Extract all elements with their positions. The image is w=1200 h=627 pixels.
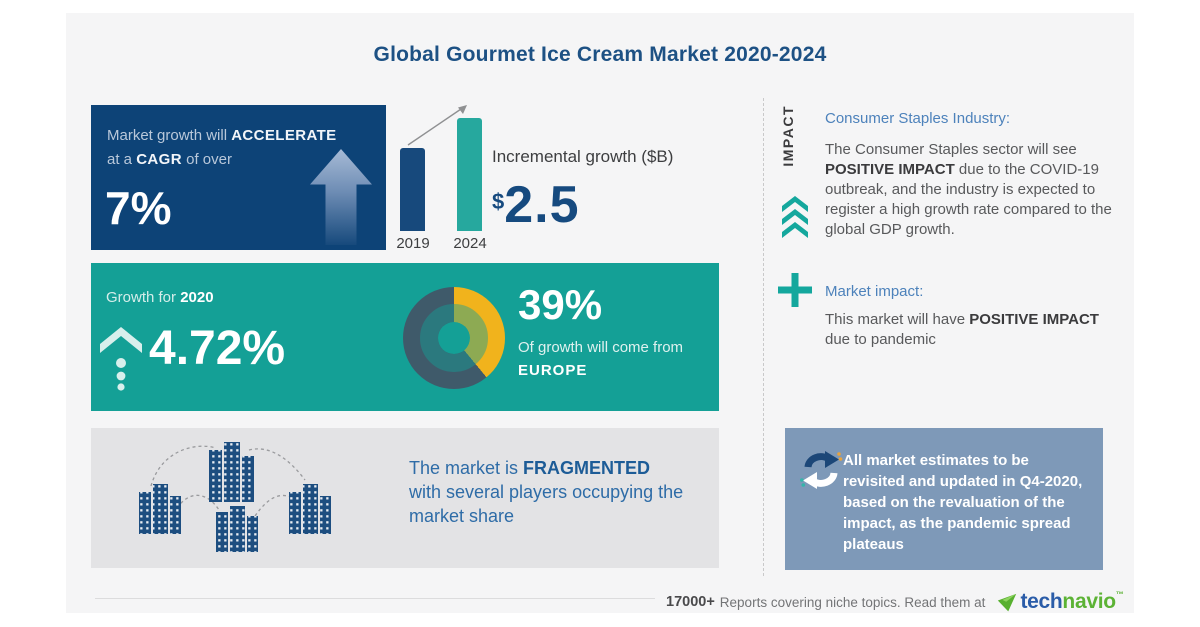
footer: 17000+ Reports covering niche topics. Re… [666, 589, 1124, 615]
bar-2019 [400, 148, 425, 231]
cagr-accelerate-card: Market growth will ACCELERATE at a CAGR … [91, 105, 386, 250]
reports-count: 17000+ [666, 594, 715, 610]
fragmented-line-1: The market is FRAGMENTED [409, 458, 651, 478]
europe-share-pct: 39% [518, 281, 603, 328]
bar-2024 [457, 118, 482, 231]
estimates-update-text: All market estimates to be revisited and… [843, 452, 1083, 553]
technavio-arrow-icon [998, 593, 1017, 612]
market-impact-body: This market will have POSITIVE IMPACT du… [825, 311, 1099, 348]
bar-label-2024: 2024 [453, 235, 487, 252]
bar-label-2019: 2019 [396, 235, 430, 252]
consumer-staples-body: The Consumer Staples sector will see POS… [825, 141, 1112, 238]
growth-for-label: Growth for 2020 [106, 289, 214, 306]
cagr-line-2: at a CAGR of over [107, 151, 232, 168]
plus-icon [778, 273, 812, 307]
europe-share-donut-chart [403, 287, 505, 389]
currency-symbol: $ [492, 189, 505, 214]
technavio-logo[interactable]: technavio™ [997, 590, 1124, 614]
incremental-growth-value: $2.5 [492, 176, 580, 234]
refresh-icon [800, 451, 843, 489]
impact-side-label: IMPACT [780, 105, 796, 167]
buildings-network-illustration [139, 442, 331, 552]
growth-up-icon [100, 327, 142, 391]
fragmented-market-card: The market is FRAGMENTED with several pl… [91, 428, 719, 568]
infographic-canvas: Global Gourmet Ice Cream Market 2020-202… [66, 13, 1134, 613]
incremental-growth-caption: Incremental growth ($B) [492, 147, 674, 166]
consumer-staples-heading: Consumer Staples Industry: [825, 110, 1011, 127]
trend-arrow-icon [407, 105, 467, 146]
cagr-line-1: Market growth will ACCELERATE [107, 127, 337, 144]
fragmented-text: The market is FRAGMENTED with several pl… [409, 456, 714, 528]
estimates-update-card: All market estimates to be revisited and… [785, 428, 1103, 570]
brand-trademark: ™ [1115, 590, 1124, 599]
vertical-dashed-divider [763, 98, 764, 576]
brand-navio: navio [1062, 590, 1116, 613]
growth-2020-card: Growth for 2020 4.72% 39% Of growth will… [91, 263, 719, 411]
page-title: Global Gourmet Ice Cream Market 2020-202… [373, 43, 827, 66]
growth-2020-value: 4.72% [149, 322, 286, 375]
cagr-value: 7% [105, 182, 172, 234]
donut-inner-ring [420, 304, 488, 372]
europe-share-desc: Of growth will come from [518, 339, 684, 356]
market-impact-heading: Market impact: [825, 283, 924, 300]
footer-text: Reports covering niche topics. Read them… [719, 594, 986, 610]
footer-divider-line [95, 598, 655, 599]
fragmented-line-2: with several players occupying the marke… [409, 482, 684, 526]
brand-tech: tech [1020, 590, 1063, 613]
donut-hole [438, 322, 470, 354]
europe-share-region: EUROPE [518, 362, 588, 379]
triple-chevron-up-icon [782, 196, 808, 238]
